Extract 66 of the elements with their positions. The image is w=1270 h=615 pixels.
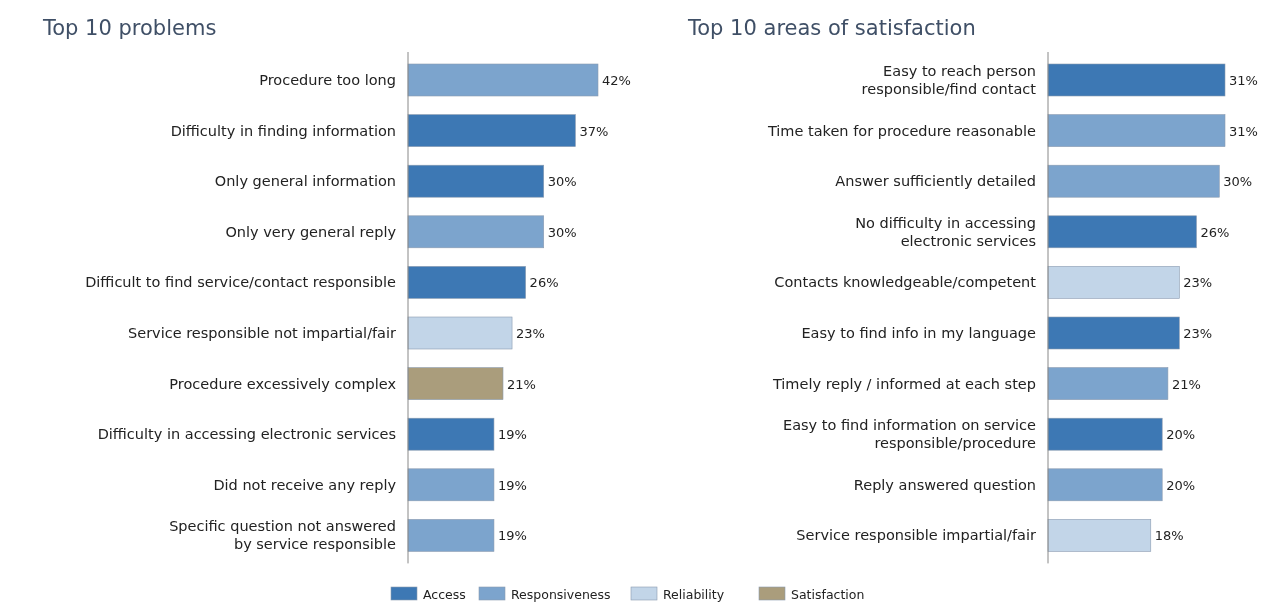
bar [407, 417, 495, 451]
y-tick-label: Service responsible impartial/fair [796, 527, 1037, 544]
y-tick-label: Procedure too long [259, 72, 396, 88]
bar [407, 367, 504, 400]
data-label: 23% [1183, 275, 1213, 291]
y-tick-label: Easy to find info in my language [801, 325, 1037, 341]
y-tick-label: Difficulty in accessing electronic services [97, 426, 396, 443]
y-tick-label: Difficult to find service/contact responsible [85, 274, 397, 291]
y-tick-label: Difficulty in finding information [170, 122, 396, 139]
text: Top 10 areas of satisfaction [687, 16, 976, 40]
bar [407, 519, 495, 552]
bar [407, 468, 495, 502]
y-tick-label: Did not receive any reply [213, 476, 397, 493]
y-tick-label: Time taken for procedure reasonable [766, 122, 1037, 139]
data-label: 31% [1229, 73, 1258, 88]
data-label: 37% [579, 123, 609, 139]
data-label: 19% [497, 528, 527, 544]
y-tick-label: Specific question not answered by service responsible [169, 518, 397, 553]
data-label: 26% [529, 275, 559, 291]
bar [1047, 63, 1226, 97]
data-label: 30% [547, 174, 577, 190]
data-label: 19% [497, 477, 527, 493]
legend-label: Satisfaction [791, 587, 865, 602]
data-label: 19% [497, 427, 527, 443]
bar [1047, 164, 1220, 198]
y-tick-label: Service responsible not impartial/fair [128, 325, 397, 341]
y-tick-label: Easy to reach person responsible/find contact [861, 63, 1037, 97]
data-label: 18% [1154, 528, 1184, 544]
y-tick-label: Only general information [214, 173, 396, 190]
data-label: 23% [516, 326, 545, 341]
bar [407, 63, 599, 97]
y-tick-label: Reply answered question [853, 476, 1036, 493]
bar [1047, 417, 1163, 451]
bar [407, 164, 545, 198]
data-label: 23% [1183, 326, 1213, 341]
legend-label: Access [423, 587, 466, 602]
bar [1047, 468, 1163, 502]
bar [407, 114, 576, 147]
legend-label: Responsiveness [511, 587, 611, 602]
y-tick-label: Contacts knowledgeable/competent [774, 274, 1037, 291]
data-label: 26% [1200, 224, 1230, 240]
y-tick-label: Answer sufficiently detailed [835, 173, 1036, 190]
y-tick-label: Easy to find information on service responsible/procedure [783, 417, 1037, 452]
text: Top 10 problems [42, 16, 217, 40]
bar [1047, 114, 1226, 147]
bar [407, 316, 513, 350]
y-tick-label: Only very general reply [225, 223, 397, 240]
data-label: 30% [1223, 174, 1253, 190]
data-label: 42% [602, 73, 631, 88]
y-tick-label: Timely reply / informed at each step [771, 375, 1036, 392]
bar [1047, 367, 1169, 400]
y-tick-label: No difficulty in accessing electronic services [855, 214, 1036, 249]
bar [1047, 519, 1152, 552]
bar [407, 266, 526, 299]
data-label: 21% [507, 376, 536, 392]
bar [1047, 215, 1197, 249]
data-label: 30% [547, 224, 577, 240]
bar [1047, 316, 1180, 350]
data-label: 31% [1229, 123, 1258, 139]
data-label: 20% [1166, 427, 1196, 443]
bar [407, 215, 545, 249]
data-label: 20% [1166, 477, 1196, 493]
legend-label: Reliability [663, 587, 725, 602]
bar [1047, 266, 1180, 299]
data-label: 21% [1171, 376, 1201, 392]
y-tick-label: Procedure excessively complex [169, 375, 397, 392]
